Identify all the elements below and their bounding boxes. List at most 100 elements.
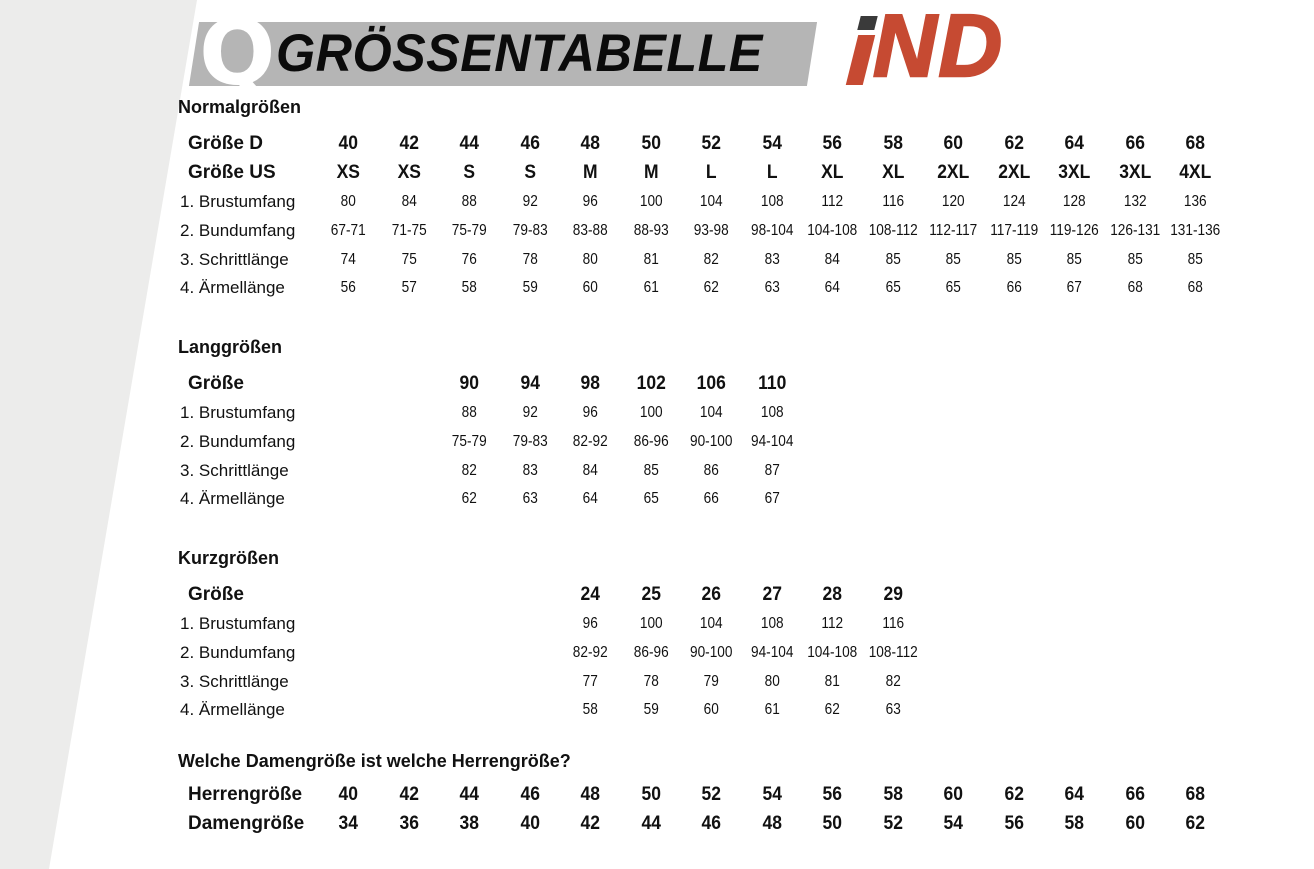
size-cell: 102	[636, 373, 666, 395]
size-cell: 68	[1185, 133, 1205, 155]
size-cell: 119-126	[1049, 221, 1099, 239]
table-row: Damengröße 34 36 38 40 42 44 46 48 50 52 54 56 58 60 62	[178, 810, 1226, 839]
size-cell: 52	[701, 133, 721, 155]
size-cell: 112	[821, 192, 844, 210]
row-label: Größe	[188, 584, 244, 606]
size-cell: 50	[641, 784, 661, 806]
size-cell: 68	[1127, 279, 1143, 297]
size-cell: 52	[883, 812, 903, 834]
table-row: 4. Ärmellänge 58 59 60 61 62 63	[178, 696, 1226, 725]
size-cell: S	[523, 162, 536, 184]
size-cell: 85	[1127, 250, 1143, 268]
size-cell: 29	[883, 584, 903, 606]
ind-logo-text: ND	[872, 0, 1005, 95]
size-cell: 84	[582, 461, 598, 479]
size-cell: 48	[580, 784, 600, 806]
row-label: 1. Brustumfang	[180, 191, 296, 211]
size-cell: 56	[340, 279, 356, 297]
size-cell: 82	[703, 250, 719, 268]
size-cell: 86	[703, 461, 719, 479]
table-row: 1. Brustumfang 88 92 96 100 104 108	[178, 399, 1226, 428]
q-logo: Q	[199, 1, 276, 106]
size-cell: 44	[459, 784, 479, 806]
row-label: 2. Bundumfang	[180, 431, 296, 451]
size-cell: 54	[762, 784, 782, 806]
size-cell: 87	[764, 461, 780, 479]
size-cell: 94-104	[750, 643, 793, 661]
size-cell: 59	[643, 701, 659, 719]
size-cell: 86-96	[633, 432, 669, 450]
table-row: 3. Schrittlänge 82 83 84 85 86 87	[178, 456, 1226, 485]
size-cell: 85	[945, 250, 961, 268]
section-title-lang: Langgrößen	[178, 336, 282, 357]
size-cell: 132	[1123, 192, 1147, 210]
size-cell: 90	[459, 373, 479, 395]
size-cell: 65	[945, 279, 961, 297]
size-cell: 98	[580, 373, 600, 395]
size-table-lang: Größe 90 94 98 102 106 110 1. Brustumfang 88 92 96…	[178, 370, 1226, 514]
size-cell: 75	[401, 250, 417, 268]
size-cell: 116	[881, 614, 904, 632]
size-cell: 26	[701, 584, 721, 606]
size-cell: 104-108	[807, 221, 858, 239]
size-cell: 50	[822, 812, 842, 834]
size-cell: 48	[580, 133, 600, 155]
size-cell: 38	[459, 812, 479, 834]
table-row: Herrengröße 40 42 44 46 48 50 52 54 56 58 60 62 64 66 6…	[178, 781, 1226, 810]
page-title: GRÖSSENTABELLE	[276, 24, 763, 83]
size-cell: 75-79	[451, 221, 487, 239]
size-cell: 56	[1004, 812, 1024, 834]
section-normalgroessen: Normalgrößen Größe D 40 42 44 46 48 50 52 54 56 58…	[178, 96, 1226, 303]
size-cell: 112-117	[929, 221, 978, 239]
section-title-kurz: Kurzgrößen	[178, 547, 279, 568]
size-cell: 108	[760, 403, 784, 421]
size-cell: 85	[885, 250, 901, 268]
row-label: 4. Ärmellänge	[180, 489, 285, 509]
size-cell: 68	[1185, 784, 1205, 806]
size-cell: 136	[1183, 192, 1207, 210]
size-cell: 65	[885, 279, 901, 297]
size-cell: 56	[822, 133, 842, 155]
size-cell: 92	[522, 403, 538, 421]
size-cell: 80	[764, 672, 780, 690]
size-cell: 108-112	[868, 221, 918, 239]
size-cell: 83	[764, 250, 780, 268]
size-cell: 85	[643, 461, 659, 479]
tables-content: Normalgrößen Größe D 40 42 44 46 48 50 52 54 56 58…	[178, 96, 1226, 838]
size-cell: 116	[881, 192, 904, 210]
size-cell: 60	[582, 279, 598, 297]
size-cell: 62	[1004, 784, 1024, 806]
size-cell: 82	[885, 672, 901, 690]
section-conversion: Welche Damengröße ist welche Herrengröße…	[178, 750, 1226, 839]
size-cell: 66	[1006, 279, 1022, 297]
size-cell: 46	[520, 784, 540, 806]
row-label: Größe D	[188, 133, 263, 155]
size-cell: 112	[821, 614, 844, 632]
size-cell: XS	[336, 162, 360, 184]
size-cell: 67-71	[330, 221, 366, 239]
size-cell: 42	[580, 812, 600, 834]
size-cell: 83-88	[572, 221, 608, 239]
table-row: Größe 90 94 98 102 106 110	[178, 370, 1226, 399]
size-cell: 131-136	[1170, 221, 1221, 239]
size-cell: 62	[1004, 133, 1024, 155]
size-cell: 77	[582, 672, 598, 690]
size-cell: XL	[881, 162, 904, 184]
size-cell: 106	[696, 373, 726, 395]
size-cell: 93-98	[693, 221, 729, 239]
size-cell: 80	[582, 250, 598, 268]
table-row: 3. Schrittlänge 74 75 76 78 80 81 82 83 84 85 85 85 8…	[178, 245, 1226, 274]
size-cell: 66	[1125, 784, 1145, 806]
size-cell: 4XL	[1179, 162, 1212, 184]
size-cell: 96	[582, 192, 598, 210]
size-cell: 58	[461, 279, 477, 297]
size-cell: 79-83	[512, 221, 548, 239]
size-table-conversion: Herrengröße 40 42 44 46 48 50 52 54 56 58 60 62 64 66 6…	[178, 781, 1226, 839]
size-cell: 104	[699, 403, 723, 421]
row-label: Herrengröße	[188, 784, 303, 806]
size-cell: 60	[943, 133, 963, 155]
size-cell: 58	[883, 133, 903, 155]
size-cell: 88-93	[633, 221, 669, 239]
size-cell: 46	[520, 133, 540, 155]
